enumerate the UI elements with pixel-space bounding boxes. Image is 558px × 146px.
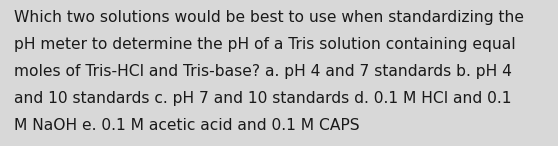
Text: M NaOH e. 0.1 M acetic acid and 0.1 M CAPS: M NaOH e. 0.1 M acetic acid and 0.1 M CA…	[14, 118, 359, 133]
Text: and 10 standards c. pH 7 and 10 standards d. 0.1 M HCl and 0.1: and 10 standards c. pH 7 and 10 standard…	[14, 91, 512, 106]
Text: Which two solutions would be best to use when standardizing the: Which two solutions would be best to use…	[14, 10, 524, 25]
Text: moles of Tris-HCl and Tris-base? a. pH 4 and 7 standards b. pH 4: moles of Tris-HCl and Tris-base? a. pH 4…	[14, 64, 512, 79]
Text: pH meter to determine the pH of a Tris solution containing equal: pH meter to determine the pH of a Tris s…	[14, 37, 516, 52]
